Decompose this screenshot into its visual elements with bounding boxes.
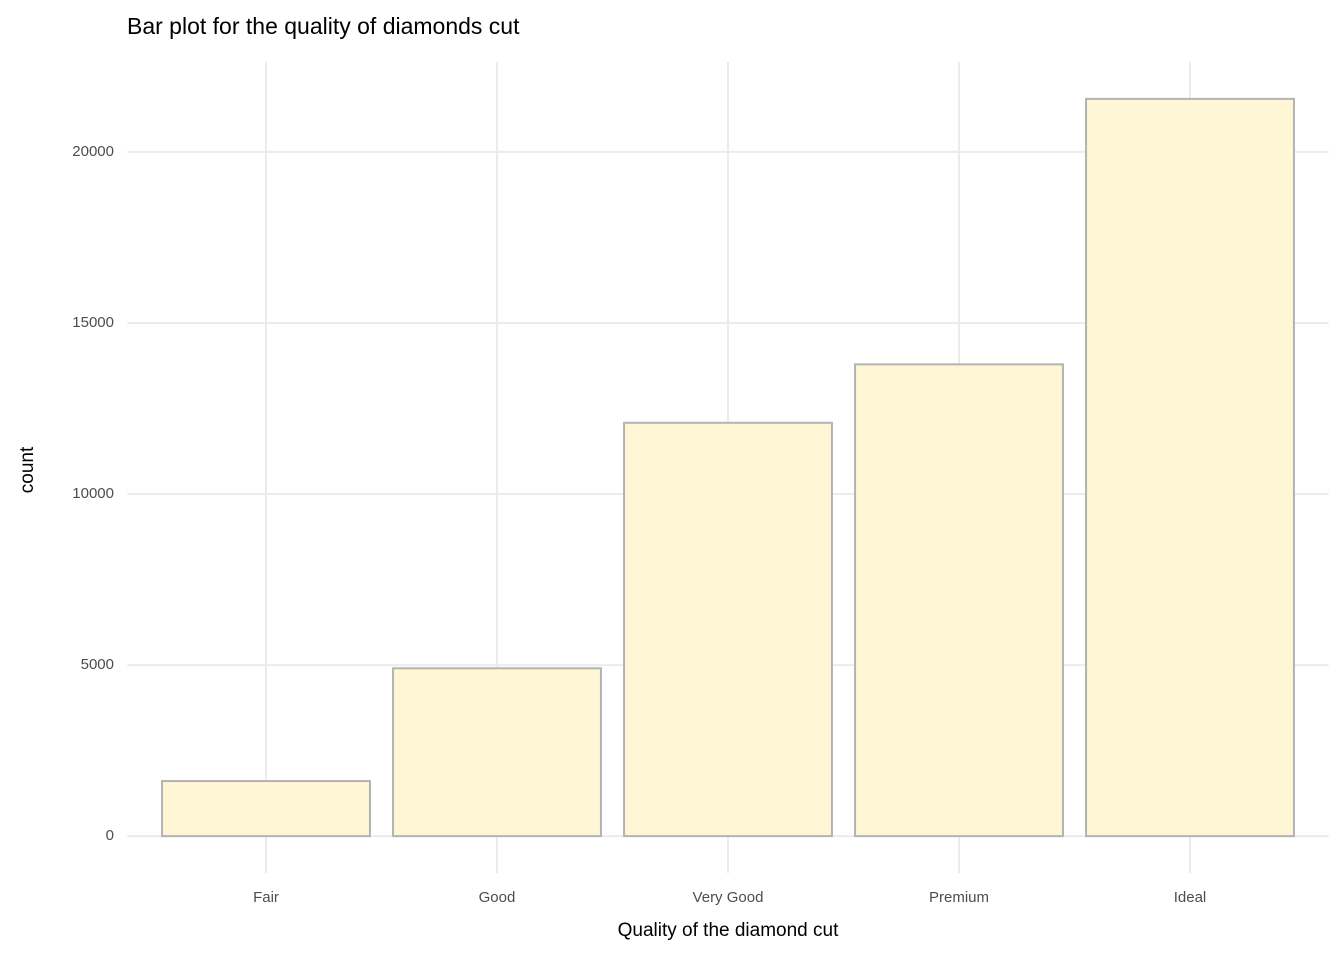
bar bbox=[392, 667, 602, 838]
x-tick-label: Good bbox=[479, 889, 516, 906]
x-tick-label: Ideal bbox=[1174, 889, 1207, 906]
bar bbox=[854, 363, 1064, 838]
x-tick-label: Fair bbox=[253, 889, 279, 906]
y-tick-label: 0 bbox=[106, 827, 114, 844]
y-tick-label: 20000 bbox=[72, 143, 114, 160]
bar bbox=[623, 421, 833, 838]
y-tick-label: 5000 bbox=[81, 656, 114, 673]
bar bbox=[1085, 97, 1295, 838]
bar bbox=[161, 780, 371, 838]
chart-title: Bar plot for the quality of diamonds cut bbox=[127, 13, 520, 39]
x-tick-label: Premium bbox=[929, 889, 989, 906]
x-tick-label: Very Good bbox=[693, 889, 764, 906]
y-tick-label: 15000 bbox=[72, 314, 114, 331]
x-axis-title: Quality of the diamond cut bbox=[618, 920, 839, 941]
y-axis-title: count bbox=[17, 446, 38, 493]
y-tick-label: 10000 bbox=[72, 485, 114, 502]
